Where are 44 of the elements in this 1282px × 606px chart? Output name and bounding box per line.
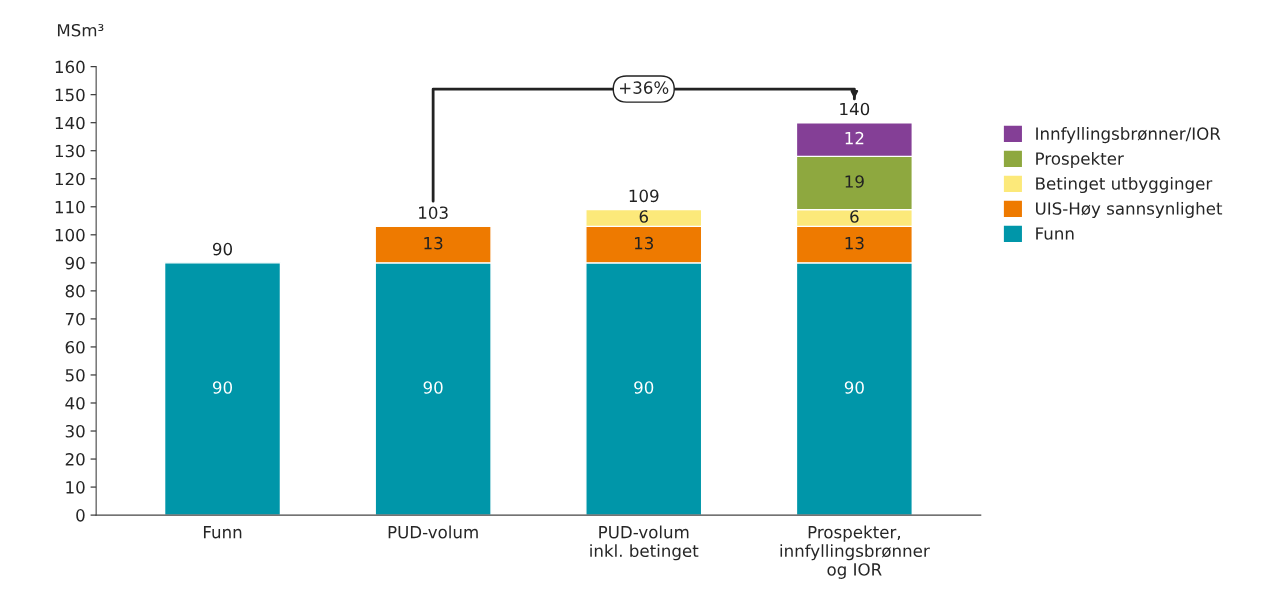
total-label: 103 <box>419 206 448 219</box>
data-label: 6 <box>850 210 859 223</box>
x-tick-label: PUD-volum <box>388 525 478 539</box>
legend-label: Prospekter <box>1036 151 1124 169</box>
data-label: 6 <box>639 210 648 223</box>
y-tick-label: 50 <box>65 368 85 382</box>
x-tick-label: Prospekter, innfyllingsbrønner og IOR <box>780 525 930 579</box>
y-tick-label: 0 <box>76 509 85 522</box>
data-label: 13 <box>424 236 443 250</box>
data-label: 90 <box>634 381 654 394</box>
bar <box>163 262 282 516</box>
y-tick-label: 90 <box>65 256 85 270</box>
data-label: 12 <box>845 131 864 145</box>
y-tick-label: 160 <box>55 60 85 74</box>
y-tick-label: 120 <box>55 172 85 186</box>
y-axis-title: MSm³ <box>57 23 104 37</box>
y-tick-label: 140 <box>55 116 85 130</box>
total-label: 140 <box>840 102 870 116</box>
y-tick-label: 20 <box>65 453 85 466</box>
legend-label: UIS-Høy sannsynlighet <box>1036 201 1223 219</box>
y-tick-label: 110 <box>55 200 85 214</box>
total-label: 109 <box>629 189 659 203</box>
y-tick-label: 60 <box>65 340 85 354</box>
y-tick-label: 30 <box>65 424 85 438</box>
legend-label: Funn <box>1036 227 1074 240</box>
y-tick-label: 10 <box>66 481 85 494</box>
x-tick-label: Funn <box>203 526 242 539</box>
data-label: 90 <box>212 381 233 394</box>
data-label: 90 <box>844 381 864 394</box>
y-tick-label: 130 <box>55 144 85 158</box>
y-tick-label: 70 <box>65 312 85 326</box>
total-label: 90 <box>212 242 233 256</box>
y-tick-label: 40 <box>65 396 85 410</box>
legend-label: Betinget utbygginger <box>1036 176 1213 194</box>
data-label: 13 <box>634 236 654 250</box>
y-tick-label: 150 <box>55 88 85 102</box>
data-label: 19 <box>845 175 864 188</box>
annotation: +36% <box>620 81 669 94</box>
data-label: 13 <box>845 236 864 250</box>
data-label: 90 <box>423 381 443 394</box>
x-tick-label: PUD-volum inkl. betinget <box>590 525 699 561</box>
legend-label: Innfyllingsbrønner/IOR <box>1036 127 1221 144</box>
y-tick-label: 80 <box>65 284 85 298</box>
y-tick-label: 100 <box>55 228 85 242</box>
